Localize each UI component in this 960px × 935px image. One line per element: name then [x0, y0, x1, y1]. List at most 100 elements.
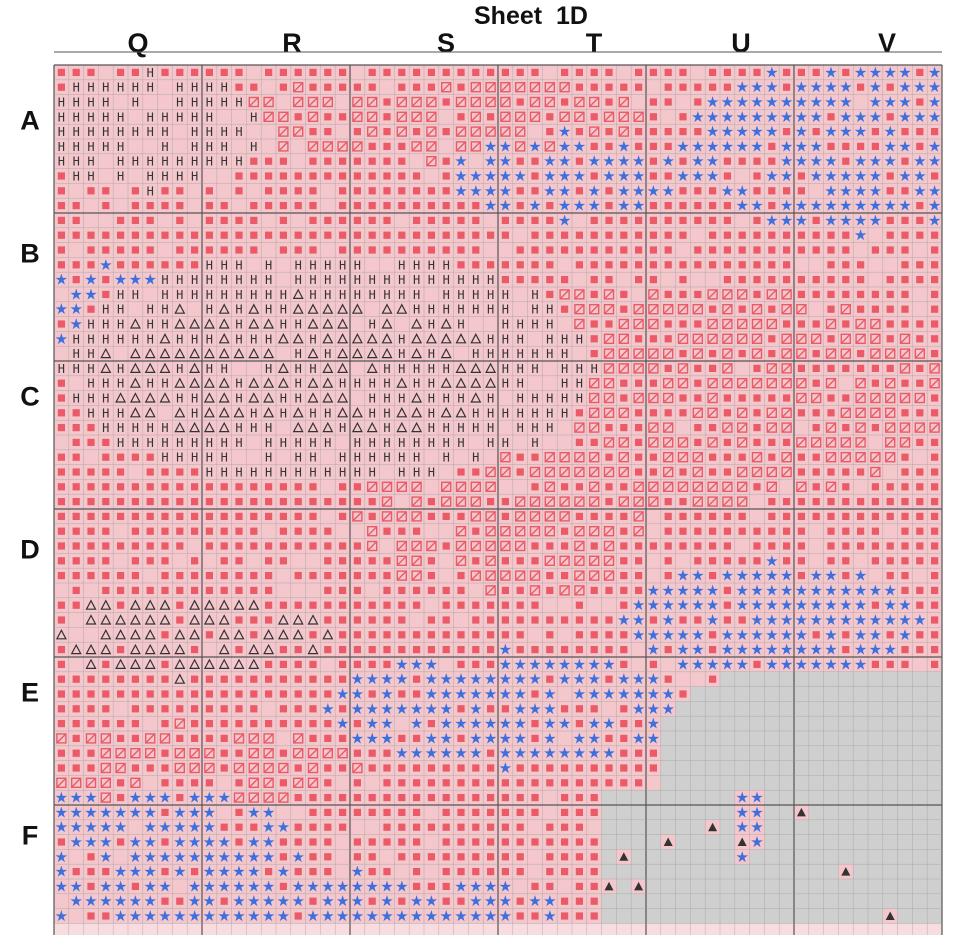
svg-text:H: H [354, 377, 361, 391]
svg-text:H: H [87, 155, 94, 169]
svg-text:H: H [206, 258, 213, 272]
svg-text:H: H [472, 406, 479, 420]
svg-text:H: H [87, 347, 94, 361]
svg-text:★: ★ [824, 78, 837, 96]
svg-text:H: H [443, 258, 450, 272]
svg-text:★: ★ [809, 137, 822, 155]
svg-text:H: H [132, 81, 139, 95]
svg-text:H: H [443, 288, 450, 302]
svg-text:H: H [221, 125, 228, 139]
svg-text:H: H [428, 303, 435, 317]
svg-text:H: H [576, 377, 583, 391]
row-label-f: F [21, 820, 39, 851]
svg-text:★: ★ [839, 93, 852, 111]
svg-text:★: ★ [780, 137, 793, 155]
svg-text:★: ★ [824, 197, 837, 215]
svg-text:★: ★ [765, 211, 778, 229]
svg-text:H: H [472, 288, 479, 302]
svg-text:H: H [102, 96, 109, 110]
svg-text:H: H [73, 155, 80, 169]
svg-text:★: ★ [824, 63, 837, 81]
svg-text:★: ★ [913, 152, 926, 170]
svg-text:★: ★ [913, 108, 926, 126]
svg-text:★: ★ [721, 567, 734, 585]
svg-text:★: ★ [883, 137, 896, 155]
svg-text:★: ★ [839, 123, 852, 141]
svg-text:H: H [561, 406, 568, 420]
svg-text:★: ★ [735, 197, 748, 215]
svg-text:H: H [383, 288, 390, 302]
svg-text:★: ★ [869, 197, 882, 215]
svg-text:H: H [295, 347, 302, 361]
row-label-b: B [20, 238, 40, 269]
svg-text:H: H [546, 392, 553, 406]
svg-text:H: H [87, 140, 94, 154]
svg-text:★: ★ [735, 123, 748, 141]
svg-text:H: H [102, 377, 109, 391]
svg-text:★: ★ [499, 167, 512, 185]
svg-text:★: ★ [735, 137, 748, 155]
svg-text:H: H [161, 125, 168, 139]
svg-text:★: ★ [721, 137, 734, 155]
svg-text:H: H [324, 436, 331, 450]
svg-text:H: H [250, 466, 257, 480]
svg-text:★: ★ [869, 581, 882, 599]
svg-text:H: H [161, 288, 168, 302]
svg-text:H: H [309, 406, 316, 420]
svg-text:H: H [398, 332, 405, 346]
svg-text:H: H [206, 110, 213, 124]
svg-text:H: H [369, 466, 376, 480]
svg-text:H: H [221, 258, 228, 272]
svg-text:H: H [235, 273, 242, 287]
svg-text:H: H [265, 466, 272, 480]
svg-text:H: H [58, 140, 65, 154]
svg-text:H: H [221, 273, 228, 287]
svg-text:H: H [147, 421, 154, 435]
svg-text:H: H [161, 436, 168, 450]
svg-text:H: H [457, 436, 464, 450]
svg-text:H: H [531, 406, 538, 420]
svg-text:H: H [413, 303, 420, 317]
svg-text:H: H [546, 406, 553, 420]
svg-text:H: H [191, 406, 198, 420]
svg-text:H: H [191, 155, 198, 169]
svg-text:H: H [102, 81, 109, 95]
svg-text:★: ★ [691, 108, 704, 126]
svg-text:H: H [147, 436, 154, 450]
svg-text:★: ★ [129, 271, 142, 289]
svg-text:H: H [87, 81, 94, 95]
svg-text:★: ★ [602, 152, 615, 170]
svg-text:H: H [250, 288, 257, 302]
svg-text:H: H [87, 377, 94, 391]
svg-text:H: H [58, 362, 65, 376]
svg-text:H: H [428, 406, 435, 420]
svg-text:★: ★ [928, 78, 941, 96]
svg-text:★: ★ [898, 108, 911, 126]
svg-text:H: H [576, 392, 583, 406]
svg-text:★: ★ [558, 137, 571, 155]
svg-text:H: H [561, 392, 568, 406]
svg-text:H: H [428, 436, 435, 450]
svg-text:H: H [206, 96, 213, 110]
svg-text:★: ★ [454, 152, 467, 170]
svg-text:H: H [191, 170, 198, 184]
svg-text:H: H [176, 273, 183, 287]
svg-text:H: H [487, 288, 494, 302]
svg-text:H: H [176, 81, 183, 95]
svg-text:H: H [235, 332, 242, 346]
svg-text:★: ★ [839, 197, 852, 215]
svg-text:★: ★ [765, 167, 778, 185]
svg-text:★: ★ [928, 197, 941, 215]
svg-text:★: ★ [854, 211, 867, 229]
svg-text:★: ★ [780, 108, 793, 126]
svg-text:H: H [235, 258, 242, 272]
svg-text:H: H [309, 273, 316, 287]
svg-text:★: ★ [558, 182, 571, 200]
svg-text:★: ★ [780, 211, 793, 229]
svg-text:H: H [531, 318, 538, 332]
svg-text:★: ★ [809, 197, 822, 215]
svg-text:H: H [161, 155, 168, 169]
svg-text:★: ★ [484, 167, 497, 185]
svg-text:H: H [191, 96, 198, 110]
svg-text:★: ★ [587, 182, 600, 200]
